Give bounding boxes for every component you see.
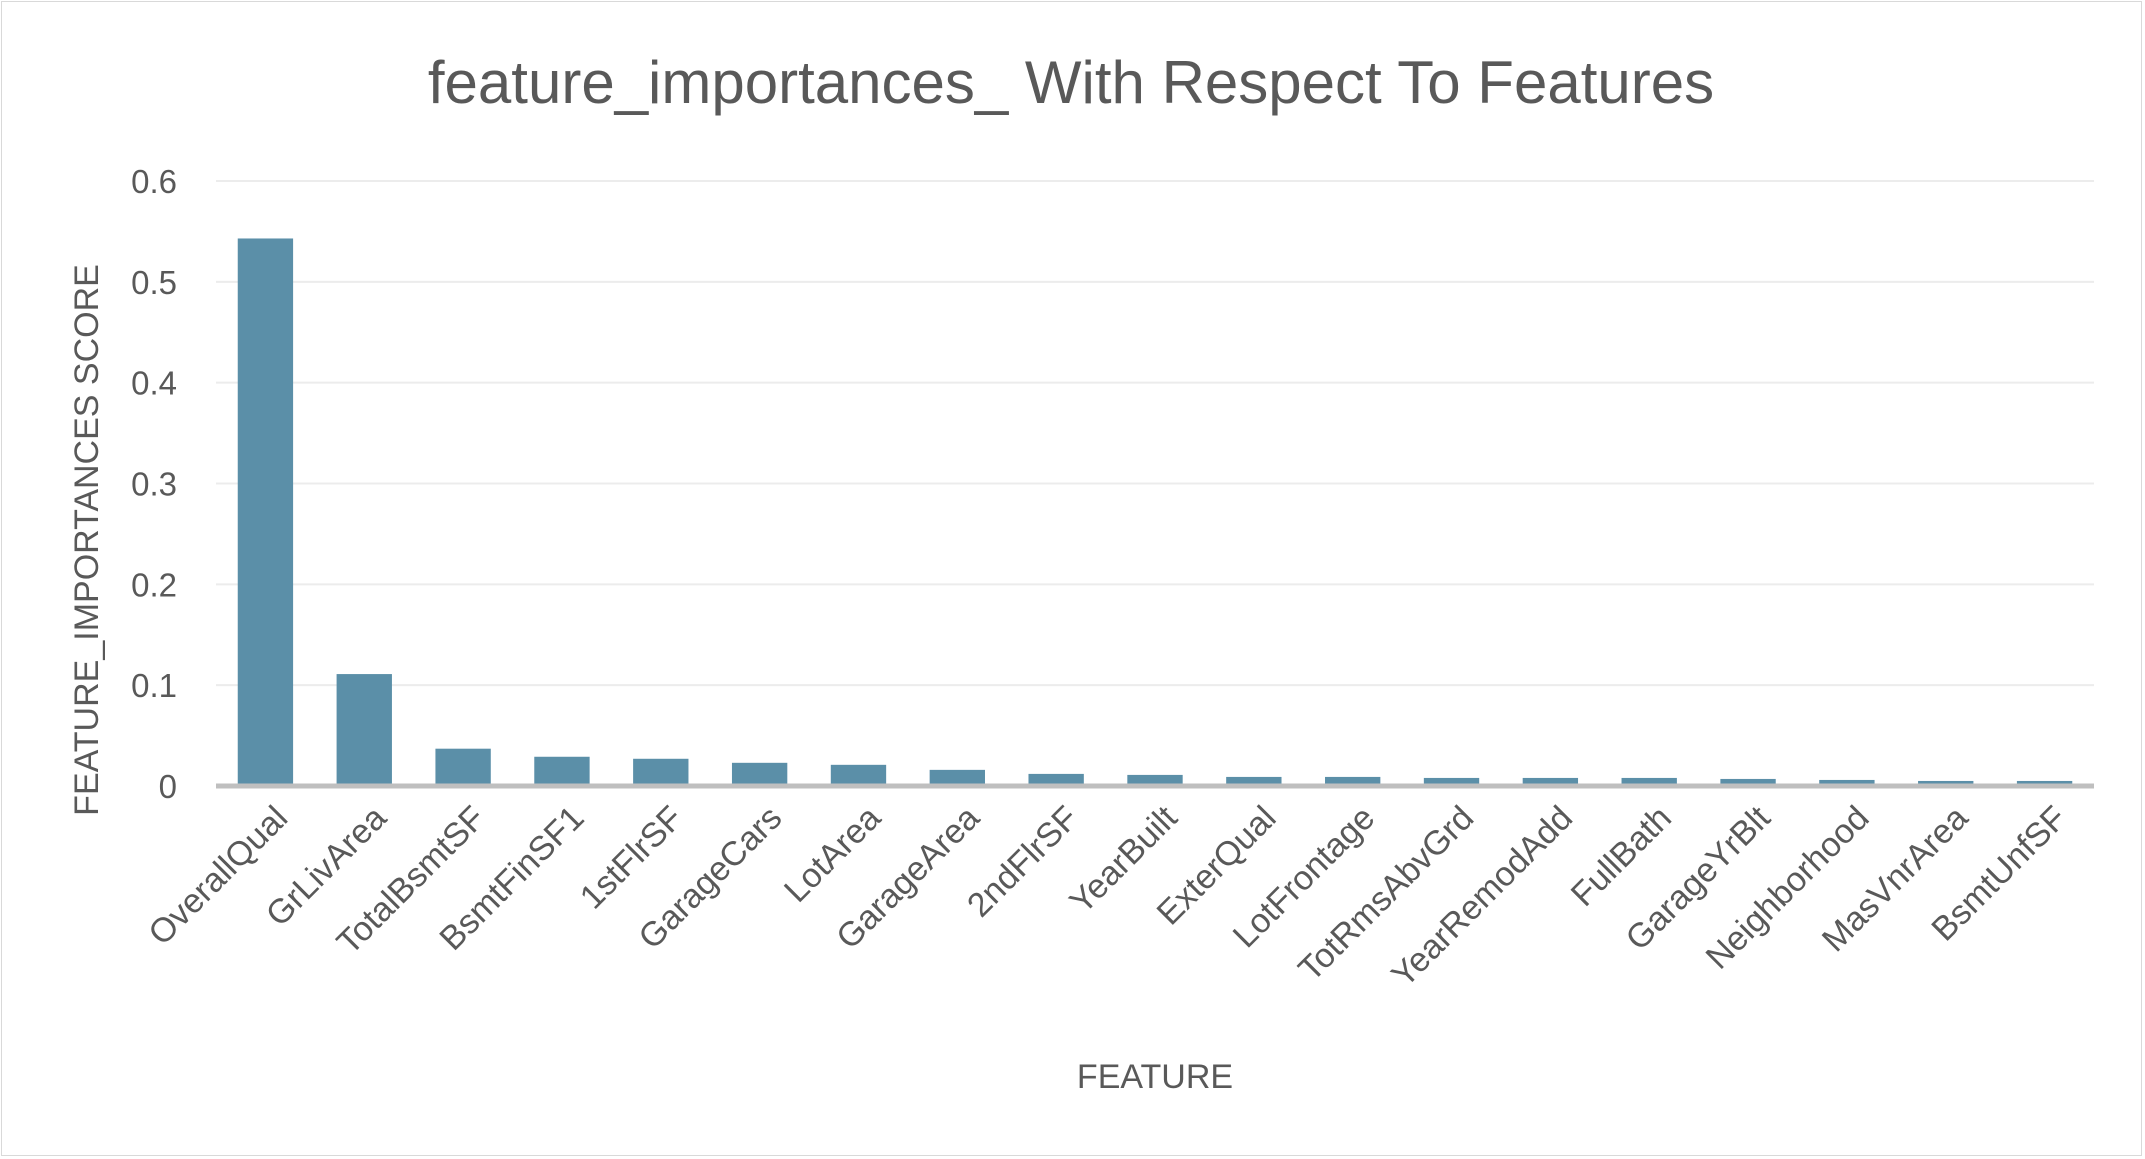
y-tick-label: 0.2 — [131, 566, 177, 603]
bar-Neighborhood — [1819, 779, 1875, 786]
bar-LotFrontage — [1325, 776, 1381, 786]
bar-YearBuilt — [1127, 774, 1183, 786]
y-tick-label: 0.1 — [131, 667, 177, 704]
y-axis-title: FEATURE_IMPORTANCES SCORE — [68, 264, 106, 816]
bar-ExterQual — [1226, 776, 1282, 786]
y-tick-label: 0.4 — [131, 365, 177, 402]
bar-GarageCars — [731, 762, 788, 786]
bar-BsmtFinSF1 — [534, 756, 590, 786]
gridlines — [216, 180, 2094, 687]
x-tick-label: OverallQual — [141, 799, 295, 953]
bars — [237, 238, 2073, 787]
bar-1stFlrSF — [633, 758, 689, 786]
x-tick-label: YearRemodAdd — [1384, 799, 1580, 995]
bar-GrLivArea — [336, 674, 392, 786]
bar-YearRemodAdd — [1522, 777, 1579, 786]
bar-GarageArea — [929, 769, 985, 786]
y-tick-label: 0.5 — [131, 264, 177, 301]
bar-MasVnrArea — [1918, 780, 1974, 786]
bar-TotalBsmtSF — [435, 748, 491, 786]
bar-2ndFlrSF — [1028, 773, 1084, 786]
y-tick-label: 0.6 — [131, 163, 177, 200]
x-axis-labels: OverallQualGrLivAreaTotalBsmtSFBsmtFinSF… — [141, 798, 2074, 994]
bar-TotRmsAbvGrd — [1423, 777, 1480, 786]
chart-title: feature_importances_ With Respect To Fea… — [428, 49, 1714, 116]
bar-GarageYrBlt — [1720, 778, 1776, 786]
bar-OverallQual — [237, 238, 294, 787]
bar-LotArea — [830, 764, 887, 786]
y-tick-label: 0.3 — [131, 466, 177, 503]
bar-FullBath — [1621, 777, 1677, 786]
y-axis-ticks: 0 0.1 0.2 0.3 0.4 0.5 0.6 — [131, 163, 177, 805]
y-tick-label: 0 — [159, 768, 177, 805]
x-tick-label: TotRmsAbvGrd — [1291, 799, 1481, 989]
x-axis-title: FEATURE — [1077, 1058, 1233, 1096]
bar-BsmtUnfSF — [2016, 780, 2073, 786]
